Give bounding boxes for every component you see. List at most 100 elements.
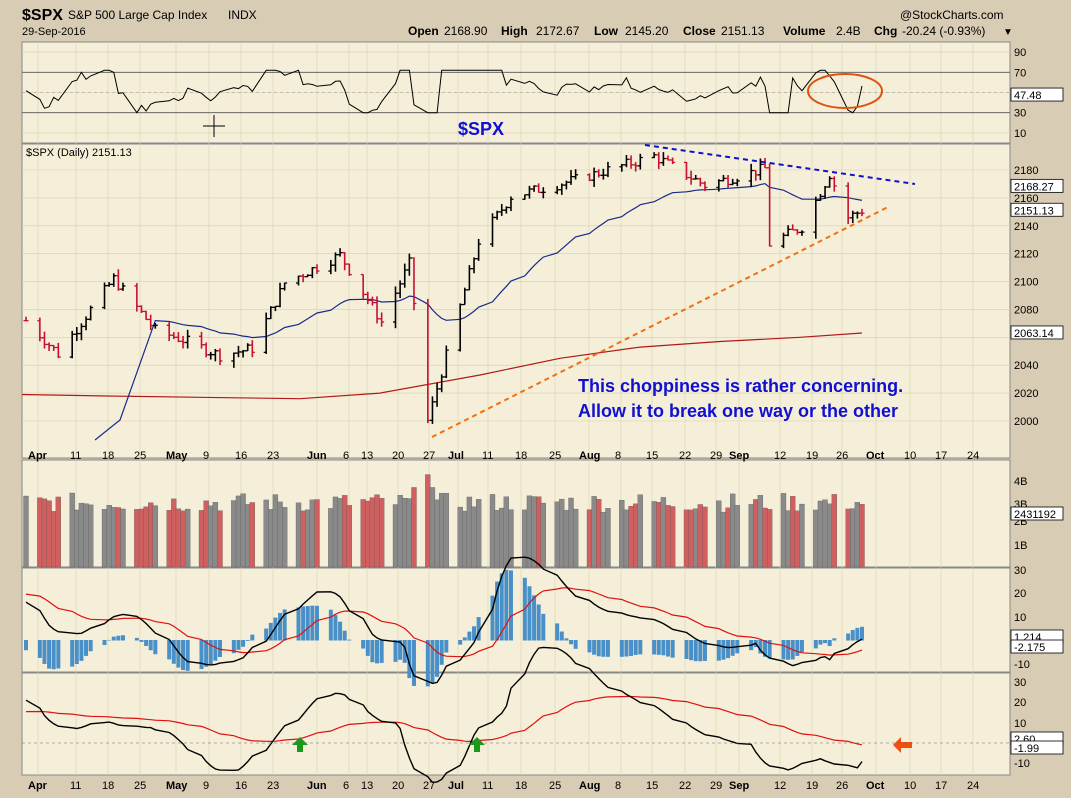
chart-date: 29-Sep-2016: [22, 26, 86, 38]
volume-bar: [508, 509, 514, 568]
ma200-value-tag-box: [1010, 325, 1064, 340]
volume-bar: [397, 495, 403, 568]
osc-tick: 10: [1014, 718, 1026, 730]
macd-hist-bar: [268, 622, 273, 641]
volume-bar: [138, 508, 145, 568]
macd-hist-bar: [527, 586, 532, 641]
x-label-bottom: 23: [267, 780, 279, 792]
volume-bar: [263, 499, 269, 568]
x-label-bottom: 26: [836, 780, 848, 792]
x-label-bottom: Sep: [729, 780, 749, 792]
price-bar: [813, 196, 819, 239]
volume-bar: [688, 509, 694, 568]
macd-hist-bar: [767, 640, 772, 659]
price-bar: [586, 173, 592, 182]
macd-hist-bar: [698, 640, 703, 662]
macd-hist-bar: [42, 640, 47, 664]
macd-hist-bar: [781, 640, 786, 660]
price-bar: [397, 280, 403, 299]
volume-bar: [628, 506, 634, 568]
volume-bar: [272, 494, 279, 568]
volume-bar: [665, 505, 671, 568]
osc-tick: -10: [1014, 758, 1030, 770]
chg-value: -20.24 (-0.93%): [902, 24, 985, 38]
open-label: Open: [408, 24, 439, 38]
volume-bar: [106, 505, 112, 568]
price-bar: [166, 322, 172, 342]
volume-bar: [314, 499, 320, 568]
volume-bar: [762, 507, 768, 568]
price-bar: [411, 257, 417, 311]
macd-hist-bar: [70, 640, 75, 667]
volume-bar: [536, 496, 542, 568]
price-bar: [439, 374, 445, 393]
price-bar: [573, 169, 579, 180]
price-bar: [83, 316, 89, 331]
ma200-value-tag: 2063.14: [1014, 328, 1054, 340]
macd-hist-bar: [139, 640, 144, 642]
price-bar: [591, 167, 597, 187]
price-bars: [23, 152, 865, 424]
macd-hist-bar: [245, 640, 250, 641]
volume-bar: [374, 494, 380, 568]
macd-hist-bar: [241, 640, 246, 647]
macd-hist-bar: [361, 640, 366, 649]
price-bar: [106, 282, 112, 287]
volume-bar: [175, 508, 182, 568]
price-bar: [337, 248, 343, 257]
x-label-top: 23: [267, 450, 279, 462]
price-bar: [660, 152, 666, 166]
volume-bar: [651, 501, 657, 568]
price-bar: [429, 396, 435, 424]
osc-value-tag-2: -1.99: [1014, 743, 1039, 755]
volume-bar: [457, 506, 463, 568]
left-arrow-icon: [893, 737, 912, 753]
volume-bar: [152, 505, 158, 568]
volume-bar: [300, 510, 306, 568]
volume-bar: [531, 496, 537, 568]
volume-bar: [425, 474, 431, 568]
x-label-bottom: Apr: [28, 780, 48, 792]
price-bar: [503, 206, 509, 214]
volume-bar: [753, 499, 759, 568]
volume-bar: [605, 508, 611, 568]
ma50-value-tag: 2168.27: [1014, 181, 1054, 193]
volume-bar: [245, 504, 251, 568]
volume-bar: [683, 509, 690, 568]
macd-hist-bar: [476, 617, 481, 641]
rsi-tick: 10: [1014, 128, 1026, 140]
oscillator-panel: [22, 646, 1010, 784]
price-tick: 2180: [1014, 165, 1038, 177]
macd-hist-bar: [370, 640, 375, 663]
price-bar: [822, 185, 828, 199]
volume-bar: [78, 502, 85, 568]
x-label-bottom: Jul: [448, 780, 464, 792]
price-panel: $SPX (Daily) 2151.13 This choppiness is …: [21, 144, 916, 441]
rsi-value-tag-box: [1010, 87, 1064, 102]
macd-hist-bar: [689, 640, 694, 661]
volume-bar: [166, 509, 172, 568]
x-label-bottom: 17: [935, 780, 947, 792]
price-bar: [263, 312, 269, 354]
volume-bar: [69, 492, 75, 568]
x-label-top: 10: [904, 450, 916, 462]
macd-hist-bar: [559, 631, 564, 641]
price-bar: [554, 186, 560, 195]
macd-hist-bar: [407, 640, 412, 679]
volume-bar: [51, 511, 57, 568]
x-label-top: 27: [423, 450, 435, 462]
volume-bar: [757, 495, 764, 568]
volume-bar: [563, 510, 570, 568]
volume-bar: [41, 498, 48, 568]
volume-bar: [328, 508, 334, 568]
x-label-top: 25: [549, 450, 561, 462]
macd-hist-bar: [666, 640, 671, 657]
price-bar: [240, 349, 246, 358]
price-bar: [702, 181, 708, 192]
price-bar: [730, 178, 736, 186]
macd-hist-bar: [333, 615, 338, 641]
price-bar: [790, 224, 796, 231]
volume-bar: [134, 509, 140, 568]
annotation-line-2: Allow it to break one way or the other: [578, 401, 898, 421]
